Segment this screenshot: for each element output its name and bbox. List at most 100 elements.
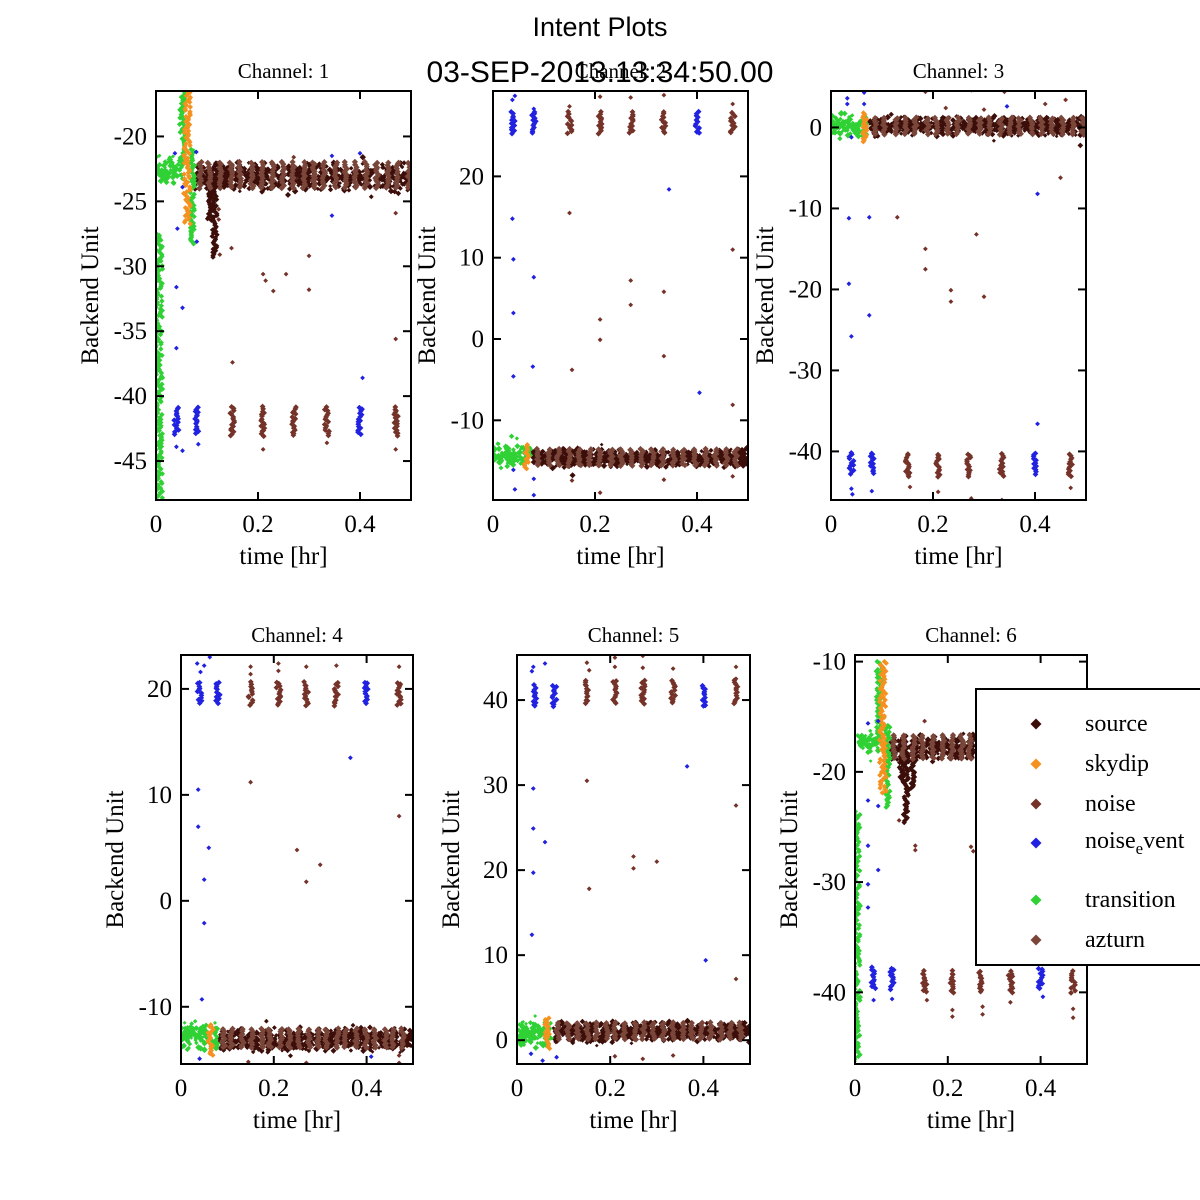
series-transition-vline [855, 808, 863, 1064]
legend: source skydip noise noiseevent transition azt… [975, 688, 1200, 966]
series-skydip-vline [205, 1022, 216, 1058]
series-skydip-vline [542, 1015, 553, 1052]
x-tick-label: 0.4 [1019, 511, 1051, 538]
y-tick-label: -20 [813, 759, 846, 786]
y-tick-label: 10 [483, 942, 508, 969]
y-tick-label: -30 [114, 253, 147, 280]
series-noise_event-vcluster [508, 108, 703, 137]
series-source-vline [204, 179, 215, 223]
subplot-channel-5: 0 0.2 0.4 40 30 20 10 0 Channel: 5 time [hr] Backe… [438, 623, 751, 1134]
legend-item-source: source [977, 707, 1200, 741]
series-azturn-azruns [219, 1025, 407, 1052]
series-skydip-vline [521, 442, 532, 472]
y-tick-label: -30 [813, 869, 846, 896]
series-transition-band [181, 1019, 221, 1054]
axes-box [516, 654, 751, 1065]
series-source-vline [209, 179, 220, 260]
x-tick-label: 0.2 [932, 1075, 963, 1102]
x-axis-label: time [hr] [239, 543, 327, 570]
x-tick-label: 0 [175, 1075, 188, 1102]
y-tick-label: -10 [813, 649, 846, 676]
series-transition-band [493, 433, 534, 471]
y-tick-label: -40 [813, 979, 846, 1006]
legend-label-noise: noise [1085, 790, 1136, 817]
x-tick-label: 0.2 [258, 1075, 289, 1102]
x-tick-label: 0.4 [344, 511, 376, 538]
legend-label-noise_event: noiseevent [1085, 827, 1185, 858]
legend-item-transition: transition [977, 883, 1200, 917]
series-noise_event-points [510, 93, 702, 498]
axes-box [180, 654, 414, 1065]
legend-item-noise: noise [977, 787, 1200, 821]
series-noise-vcluster [902, 450, 1075, 480]
y-tick-label: -20 [114, 123, 147, 150]
legend-label-azturn: azturn [1085, 926, 1145, 953]
y-tick-label: -40 [114, 383, 147, 410]
axes-box [155, 90, 412, 501]
series-noise_event-vcluster [846, 450, 1040, 478]
subplot-title: Channel: 5 [588, 623, 680, 647]
legend-label-source: source [1085, 710, 1148, 737]
y-tick-label: -10 [789, 195, 822, 222]
series-skydip-vline [181, 91, 194, 227]
x-tick-label: 0.2 [917, 511, 948, 538]
x-tick-label: 0.4 [688, 1075, 720, 1102]
series-transition-band [855, 728, 882, 763]
series-noise-points [567, 92, 736, 496]
x-tick-label: 0 [825, 511, 838, 538]
y-tick-label: -20 [789, 276, 822, 303]
series-noise-points [216, 154, 399, 452]
series-noise_event-points [844, 91, 1040, 497]
legend-item-skydip: skydip [977, 747, 1200, 781]
noise_event-marker-icon [1030, 837, 1042, 849]
y-axis-label: Backend Unit [752, 226, 779, 364]
axes-box [492, 90, 749, 501]
plot-markers [493, 92, 748, 498]
series-noise-vcluster [564, 108, 738, 137]
x-axis-label: time [hr] [253, 1107, 341, 1134]
y-tick-label: -35 [114, 318, 147, 345]
y-axis-label: Backend Unit [438, 790, 465, 928]
y-axis-label: Backend Unit [102, 790, 129, 928]
y-tick-label: -10 [139, 994, 172, 1021]
subplot-channel-4: 0 0.2 0.4 20 10 0 -10 Channel: 4 time [hr] Backen… [102, 623, 414, 1134]
plot-markers [831, 91, 1086, 500]
y-tick-label: 20 [459, 163, 484, 190]
axes-box [830, 90, 1087, 501]
x-tick-label: 0.2 [579, 511, 610, 538]
x-axis-label: time [hr] [927, 1107, 1015, 1134]
source-marker-icon [1030, 718, 1042, 730]
y-tick-label: -40 [789, 438, 822, 465]
y-tick-label: -10 [451, 407, 484, 434]
x-tick-label: 0 [487, 511, 500, 538]
subplot-channel-1: 0 0.2 0.4 -20 -25 -30 -35 -40 -45 Channel: 1 time … [77, 59, 412, 570]
series-noise_event-vcluster [171, 404, 365, 438]
azturn-marker-icon [1030, 934, 1042, 946]
subplot-title: Channel: 3 [913, 59, 1005, 83]
series-noise-points [894, 91, 1074, 500]
y-tick-label: -30 [789, 357, 822, 384]
y-tick-label: -45 [114, 448, 147, 475]
series-noise-points [584, 655, 739, 1062]
y-axis-label: Backend Unit [414, 226, 441, 364]
x-tick-label: 0 [849, 1075, 862, 1102]
y-tick-label: 20 [483, 857, 508, 884]
plot-markers [181, 655, 413, 1064]
subplot-title: Channel: 1 [238, 59, 330, 83]
x-tick-label: 0.2 [242, 511, 273, 538]
series-skydip-vline [876, 658, 889, 796]
series-noise_event-points [528, 661, 709, 1063]
x-axis-label: time [hr] [589, 1107, 677, 1134]
legend-item-noise_event: noiseevent [977, 826, 1200, 860]
series-noise-vcluster [919, 967, 1078, 996]
subplot-title: Channel: 6 [925, 623, 1017, 647]
x-tick-label: 0.4 [681, 511, 713, 538]
series-source-vline [908, 747, 918, 791]
x-tick-label: 0.2 [595, 1075, 626, 1102]
x-tick-label: 0.4 [351, 1075, 383, 1102]
series-noise-vcluster [227, 403, 401, 440]
noise-marker-icon [1030, 798, 1042, 810]
x-axis-label: time [hr] [576, 543, 664, 570]
